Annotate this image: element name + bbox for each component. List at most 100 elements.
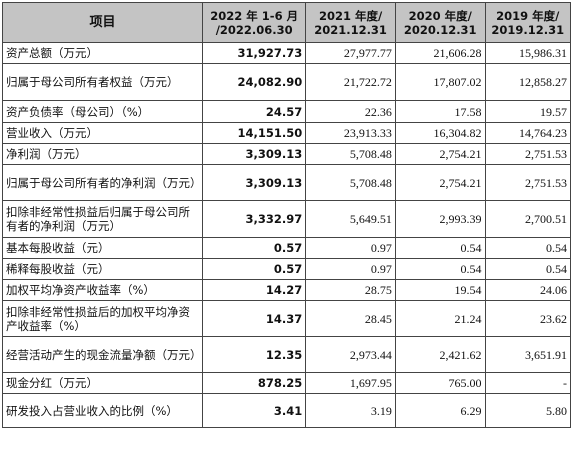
header-item-label: 项目 [89,14,116,30]
value-2019: 0.54 [484,237,572,259]
value-2022: 3,332.97 [202,200,307,238]
table-row: 资产负债率（母公司）（%） 24.57 22.36 17.58 19.57 [1,100,572,123]
table-row: 基本每股收益（元） 0.57 0.97 0.54 0.54 [1,237,572,259]
table-row: 加权平均净资产收益率（%） 14.27 28.75 19.54 24.06 [1,279,572,301]
value-2022: 24.57 [202,100,307,123]
row-label: 扣除非经常性损益后的加权平均净资产收益率（%） [1,300,204,337]
row-label: 营业收入（万元） [1,122,204,144]
row-label: 资产总额（万元） [1,42,204,64]
row-label: 扣除非经常性损益后归属于母公司所有者的净利润（万元） [1,200,204,238]
value-2022: 3,309.13 [202,164,307,201]
header-period-2019: 2019 年度/ 2019.12.31 [484,2,572,43]
value-2020: 0.54 [394,237,486,259]
header-period-2020: 2020 年度/ 2020.12.31 [394,2,486,43]
value-2020: 2,754.21 [394,143,486,165]
value-2020: 2,993.39 [394,200,486,238]
value-2019: 2,751.53 [484,164,572,201]
value-2022: 14,151.50 [202,122,307,144]
value-2019: 19.57 [484,100,572,123]
value-2020: 2,421.62 [394,336,486,373]
row-label: 经营活动产生的现金流量净额（万元） [1,336,204,373]
table-row: 研发投入占营业收入的比例（%） 3.41 3.19 6.29 5.80 [1,393,572,428]
header-2020-line1: 2020 年度/ [408,8,472,23]
value-2020: 765.00 [394,372,486,394]
value-2020: 21,606.28 [394,42,486,64]
value-2021: 28.45 [305,300,396,337]
value-2021: 22.36 [305,100,396,123]
value-2021: 5,708.48 [305,164,396,201]
value-2021: 1,697.95 [305,372,396,394]
header-period-2022: 2022 年 1-6 月 /2022.06.30 [202,2,307,43]
value-2021: 27,977.77 [305,42,396,64]
value-2019: 3,651.91 [484,336,572,373]
value-2022: 31,927.73 [202,42,307,64]
row-label: 现金分红（万元） [1,372,204,394]
table-row: 扣除非经常性损益后的加权平均净资产收益率（%） 14.37 28.45 21.24 23… [1,300,572,337]
financial-summary-table: 项目 2022 年 1-6 月 /2022.06.30 2021 年度/ 202… [1,2,572,428]
row-label: 归属于母公司所有者权益（万元） [1,63,204,101]
value-2022: 0.57 [202,237,307,259]
table-row: 归属于母公司所有者的净利润（万元） 3,309.13 5,708.48 2,754.2… [1,164,572,201]
row-label: 基本每股收益（元） [1,237,204,259]
table-row: 营业收入（万元） 14,151.50 23,913.33 16,304.82 14,76… [1,122,572,144]
value-2020: 19.54 [394,279,486,301]
header-2022-line1: 2022 年 1-6 月 [210,8,299,23]
value-2022: 12.35 [202,336,307,373]
value-2019: 24.06 [484,279,572,301]
table-row: 稀释每股收益（元） 0.57 0.97 0.54 0.54 [1,258,572,280]
value-2019: 0.54 [484,258,572,280]
value-2020: 2,754.21 [394,164,486,201]
value-2019: 15,986.31 [484,42,572,64]
value-2021: 0.97 [305,237,396,259]
value-2020: 0.54 [394,258,486,280]
value-2019: 23.62 [484,300,572,337]
value-2021: 21,722.72 [305,63,396,101]
header-period-2021: 2021 年度/ 2021.12.31 [305,2,396,43]
value-2021: 5,649.51 [305,200,396,238]
table-row: 净利润（万元） 3,309.13 5,708.48 2,754.21 2,751.53 [1,143,572,165]
header-2020-line2: 2020.12.31 [403,22,477,37]
value-2022: 878.25 [202,372,307,394]
table-row: 资产总额（万元） 31,927.73 27,977.77 21,606.28 15,98… [1,42,572,64]
header-row: 项目 2022 年 1-6 月 /2022.06.30 2021 年度/ 202… [1,2,572,43]
header-item: 项目 [1,2,204,43]
value-2021: 0.97 [305,258,396,280]
row-label: 加权平均净资产收益率（%） [1,279,204,301]
row-label: 资产负债率（母公司）（%） [1,100,204,123]
value-2020: 6.29 [394,393,486,428]
header-2019-line2: 2019.12.31 [491,22,565,37]
value-2022: 3.41 [202,393,307,428]
value-2021: 23,913.33 [305,122,396,144]
value-2021: 5,708.48 [305,143,396,165]
value-2021: 28.75 [305,279,396,301]
value-2019: - [484,372,572,394]
value-2022: 14.37 [202,300,307,337]
header-2019-line1: 2019 年度/ [496,8,560,23]
table-row: 扣除非经常性损益后归属于母公司所有者的净利润（万元） 3,332.97 5,649.… [1,200,572,238]
value-2019: 2,700.51 [484,200,572,238]
row-label: 净利润（万元） [1,143,204,165]
value-2022: 24,082.90 [202,63,307,101]
value-2022: 0.57 [202,258,307,280]
value-2019: 2,751.53 [484,143,572,165]
row-label: 归属于母公司所有者的净利润（万元） [1,164,204,201]
value-2019: 14,764.23 [484,122,572,144]
table-row: 现金分红（万元） 878.25 1,697.95 765.00- [1,372,572,394]
value-2020: 17,807.02 [394,63,486,101]
table-row: 归属于母公司所有者权益（万元） 24,082.90 21,722.72 17,807.… [1,63,572,101]
value-2022: 14.27 [202,279,307,301]
header-2021-line1: 2021 年度/ [318,8,383,23]
table-row: 经营活动产生的现金流量净额（万元） 12.35 2,973.44 2,421.62 3,… [1,336,572,373]
row-label: 稀释每股收益（元） [1,258,204,280]
value-2020: 17.58 [394,100,486,123]
value-2020: 21.24 [394,300,486,337]
header-2021-line2: 2021.12.31 [314,22,387,37]
value-2022: 3,309.13 [202,143,307,165]
header-2022-line2: /2022.06.30 [215,22,293,37]
value-2021: 3.19 [305,393,396,428]
value-2021: 2,973.44 [305,336,396,373]
value-2019: 5.80 [484,393,572,428]
value-2019: 12,858.27 [484,63,572,101]
value-2020: 16,304.82 [394,122,486,144]
